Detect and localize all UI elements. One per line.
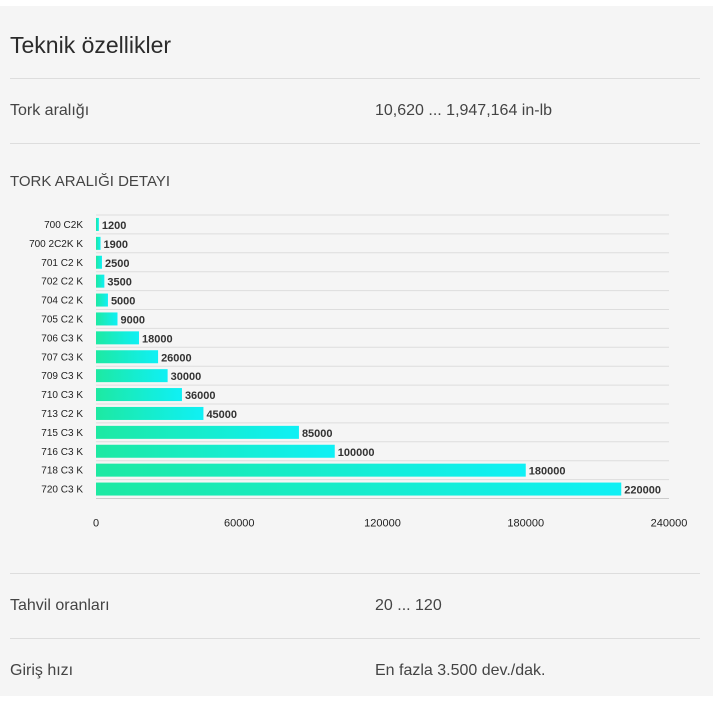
category-label: 705 C2 K [41,314,83,325]
page-title: Teknik özellikler [10,32,172,58]
divider [10,78,700,79]
data-label: 30000 [171,371,202,383]
category-label: 710 C3 K [41,390,83,401]
bar [96,255,102,269]
x-tick-label: 60000 [224,518,255,530]
bar [96,331,139,345]
data-label: 1200 [102,220,126,232]
input-speed-value: En fazla 3.500 dev./dak. [375,662,546,679]
bar [96,236,101,250]
bar [96,444,335,458]
chart-grid [96,214,669,499]
bar [96,388,182,402]
data-label: 1900 [104,239,128,251]
data-label: 100000 [338,447,375,459]
data-label: 5000 [111,296,135,308]
category-label: 715 C3 K [41,428,83,439]
data-label: 18000 [142,333,173,345]
torque-range-bar-chart: 700 C2K 1200 700 2C2K K 1900 701 C2 K 2500 702… [29,214,687,530]
bar [96,406,204,420]
chart-bars [96,217,622,496]
category-label: 707 C3 K [41,352,83,363]
data-label: 26000 [161,352,192,364]
data-label: 85000 [302,428,333,440]
x-tick-label: 0 [93,518,99,530]
bar [96,293,108,307]
torque-range-value: 10,620 ... 1,947,164 in-lb [375,102,553,119]
category-label: 701 C2 K [41,258,83,269]
data-label: 220000 [624,485,661,497]
bar [96,463,526,477]
data-label: 180000 [529,466,566,478]
category-label: 713 C2 K [41,409,83,420]
category-label: 700 2C2K K [29,239,83,250]
data-label: 3500 [107,277,131,289]
bar [96,312,118,326]
category-label: 716 C3 K [41,447,83,458]
category-label: 718 C3 K [41,466,83,477]
divider [10,638,700,639]
bar [96,369,168,383]
category-label: 700 C2K [44,220,83,231]
ratio-value: 20 ... 120 [375,597,442,614]
x-tick-label: 180000 [507,518,544,530]
bar [96,217,99,231]
data-label: 2500 [105,258,129,270]
bar [96,350,159,364]
divider [10,573,700,574]
category-label: 702 C2 K [41,277,83,288]
x-tick-label: 120000 [364,518,401,530]
data-label: 45000 [206,409,237,421]
bar [96,425,299,439]
input-speed-label: Giriş hızı [10,662,74,679]
specs-panel: Teknik özellikler Tork aralığı 10,620 ..… [0,6,713,696]
data-label: 9000 [120,314,144,326]
ratio-label: Tahvil oranları [10,597,110,614]
category-label: 704 C2 K [41,296,83,307]
x-tick-label: 240000 [651,518,688,530]
category-label: 720 C3 K [41,485,83,496]
category-label: 709 C3 K [41,371,83,382]
bar [96,274,105,288]
data-label: 36000 [185,390,216,402]
bar [96,482,622,496]
chart-labels: 700 C2K 1200 700 2C2K K 1900 701 C2 K 2500 702… [29,220,687,530]
category-label: 706 C3 K [41,333,83,344]
divider [10,143,700,144]
torque-range-label: Tork aralığı [10,102,90,119]
chart-section-title: TORK ARALIĞI DETAYI [10,173,171,190]
